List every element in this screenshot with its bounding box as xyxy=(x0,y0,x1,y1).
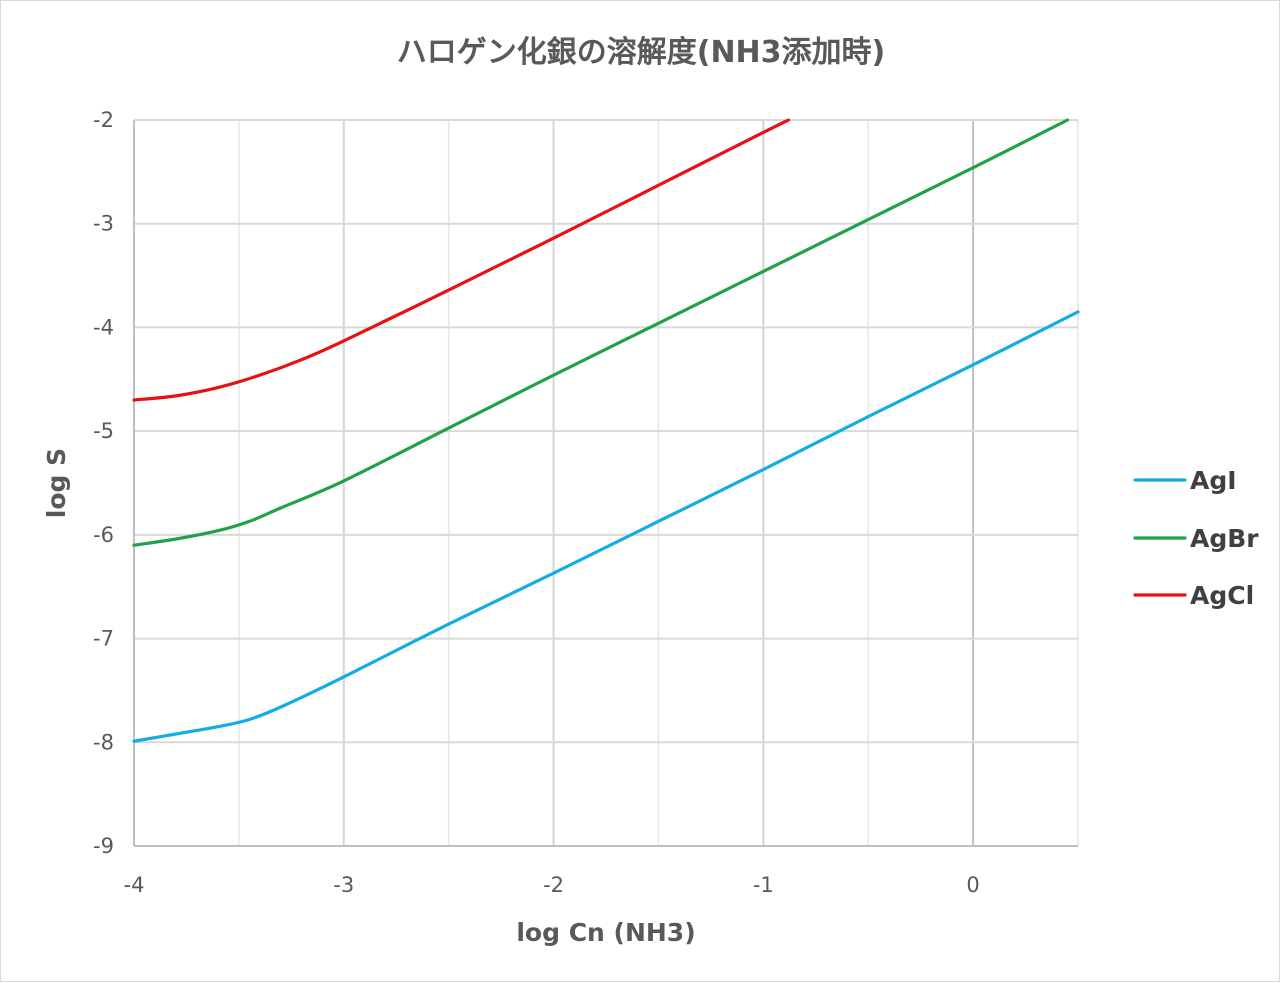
y-tick-label: -9 xyxy=(93,834,114,858)
series-line-agi xyxy=(132,310,1080,743)
y-tick-label: -6 xyxy=(93,523,114,547)
y-tick-label: -5 xyxy=(93,419,114,443)
legend-label-agcl: AgCl xyxy=(1190,581,1254,610)
tick-labels: -9 -8 -7 -6 -5 -4 -3 -2 -4 -3 -2 -1 0 xyxy=(93,108,980,897)
x-tick-label: -1 xyxy=(753,873,774,897)
x-tick-label: -2 xyxy=(543,873,564,897)
series-lines xyxy=(132,118,1080,743)
x-tick-label: 0 xyxy=(966,873,979,897)
series-line-agbr xyxy=(132,118,1070,547)
y-tick-label: -2 xyxy=(93,108,114,132)
y-tick-label: -8 xyxy=(93,730,114,754)
legend-label-agi: AgI xyxy=(1190,466,1237,495)
y-tick-label: -3 xyxy=(93,212,114,236)
x-tick-label: -4 xyxy=(124,873,145,897)
chart-title: ハロゲン化銀の溶解度(NH3添加時) xyxy=(397,35,886,70)
gridlines xyxy=(133,119,1079,847)
x-tick-label: -3 xyxy=(333,873,354,897)
axes xyxy=(133,120,1078,847)
legend-label-agbr: AgBr xyxy=(1190,524,1259,553)
y-axis-title: log S xyxy=(42,448,71,518)
y-tick-label: -7 xyxy=(93,627,114,651)
legend: AgI AgBr AgCl xyxy=(1133,466,1259,610)
y-tick-label: -4 xyxy=(93,315,114,339)
x-axis-title: log Cn (NH3) xyxy=(516,918,695,947)
series-line-agcl xyxy=(132,118,791,402)
